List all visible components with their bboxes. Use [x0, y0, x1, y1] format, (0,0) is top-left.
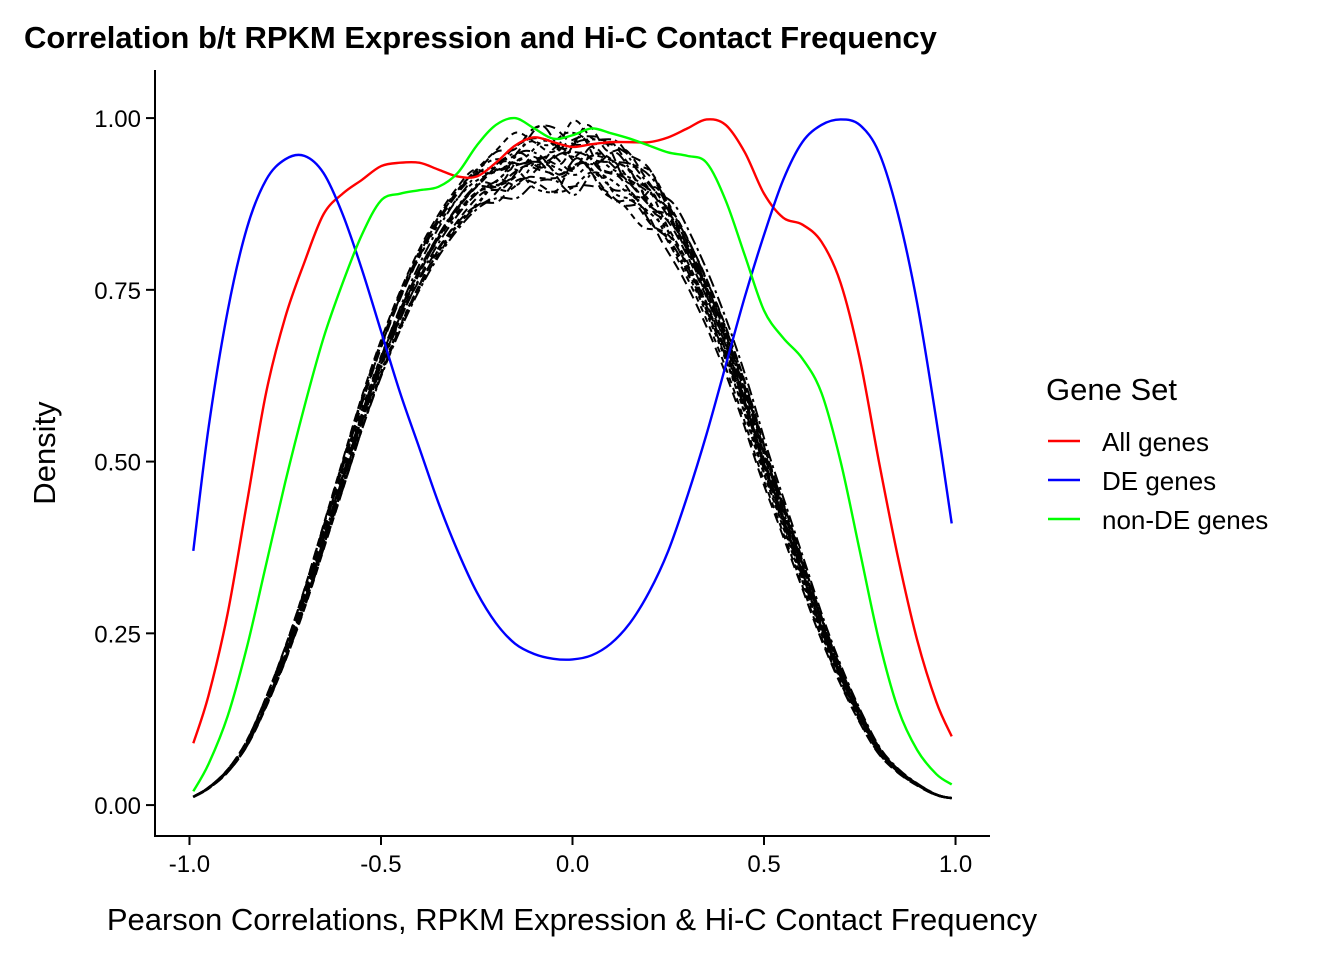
null-density-line	[192, 159, 952, 800]
null-density-line	[192, 124, 952, 800]
legend-title: Gene Set	[1046, 372, 1177, 407]
null-density-line	[192, 157, 952, 800]
null-density-line	[192, 124, 952, 800]
null-density-line	[192, 150, 952, 800]
null-density-line	[192, 161, 952, 800]
null-density-line	[192, 145, 952, 800]
null-density-line	[192, 145, 952, 800]
x-tick-label: 0.0	[556, 851, 589, 878]
null-density-line	[192, 149, 952, 800]
null-density-line	[192, 119, 952, 799]
null-density-line	[192, 135, 952, 800]
x-tick-label: -0.5	[360, 851, 401, 878]
null-density-line	[192, 131, 952, 800]
legend: Gene Set All genes DE genes non-DE genes	[1046, 372, 1268, 535]
plot-area	[192, 116, 953, 800]
chart-title: Correlation b/t RPKM Expression and Hi-C…	[24, 20, 938, 55]
null-density-line	[192, 124, 952, 799]
x-tick-label: 1.0	[939, 851, 972, 878]
legend-label: non-DE genes	[1102, 505, 1268, 535]
x-tick-label: -1.0	[169, 851, 210, 878]
legend-label: All genes	[1102, 427, 1209, 457]
x-tick-label: 0.5	[747, 851, 780, 878]
y-tick-label: 0.50	[94, 450, 141, 477]
y-axis-ticks: 0.00 0.25 0.50 0.75 1.00	[94, 106, 155, 820]
series-line-de-genes	[192, 118, 953, 661]
y-axis-title: Density	[27, 401, 62, 505]
null-density-line	[192, 163, 952, 800]
y-tick-label: 0.00	[94, 793, 141, 820]
null-density-line	[192, 151, 952, 800]
null-density-line	[192, 139, 952, 800]
y-tick-label: 1.00	[94, 106, 141, 133]
series-line-non-de-genes	[192, 116, 953, 792]
x-axis-title: Pearson Correlations, RPKM Expression & …	[107, 902, 1038, 937]
null-density-line	[192, 135, 952, 800]
legend-label: DE genes	[1102, 466, 1216, 496]
series-line-all-genes	[192, 118, 953, 744]
null-density-line	[192, 171, 952, 800]
y-tick-label: 0.75	[94, 278, 141, 305]
legend-entries: All genes DE genes non-DE genes	[1048, 427, 1268, 535]
series-lines	[192, 116, 953, 792]
y-tick-label: 0.25	[94, 621, 141, 648]
null-density-line	[192, 168, 952, 800]
x-axis-ticks: -1.0 -0.5 0.0 0.5 1.0	[169, 836, 972, 878]
null-distribution-lines	[192, 119, 952, 800]
